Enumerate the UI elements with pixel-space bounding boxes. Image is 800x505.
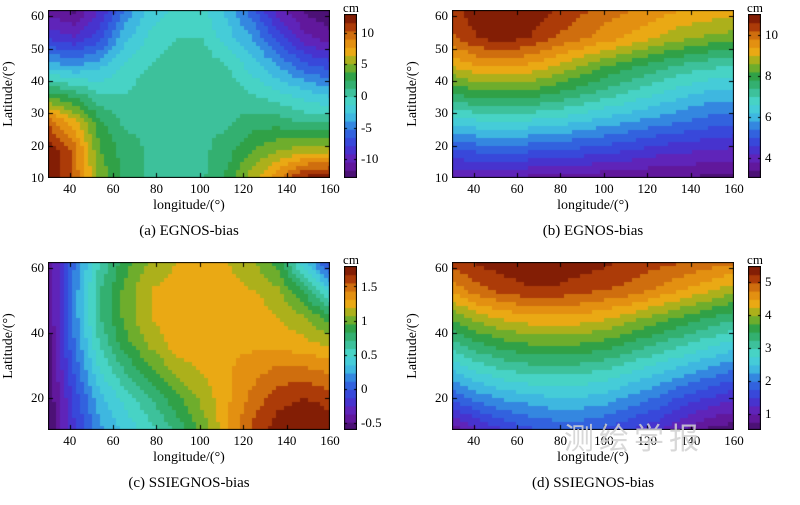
- colorbar-tick-label: 1: [765, 405, 772, 421]
- y-tick-label: 40: [435, 73, 448, 89]
- subplot-c: Latitude/(°) 20 40 60 40 60 80 100 120 140 160 l…: [0, 252, 396, 504]
- watermark: 测绘学报: [564, 423, 704, 456]
- x-tick-label: 60: [510, 181, 524, 196]
- x-axis-label: longitude/(°): [557, 198, 629, 213]
- y-tick-label: 60: [435, 8, 448, 24]
- y-tick-label: 40: [435, 325, 448, 341]
- x-tick-label: 60: [510, 433, 524, 448]
- colorbar-unit-label: cm: [747, 0, 763, 15]
- x-axis-label: longitude/(°): [153, 198, 225, 213]
- contour-plot-c: [48, 262, 330, 430]
- y-tick-label: 30: [31, 105, 44, 121]
- x-tick-label: 40: [63, 181, 77, 196]
- y-tick-label: 10: [31, 170, 44, 185]
- subplot-b: Latitude/(°) 10 20 30 40 50 60 40 60 80 100 120 14…: [404, 0, 800, 252]
- colorbar-tick-label: 0: [361, 381, 368, 396]
- colorbar-unit-label: cm: [343, 252, 359, 267]
- colorbar-tick-label: -0.5: [361, 415, 382, 431]
- x-tick-label: 100: [594, 433, 614, 448]
- x-axis-label: longitude/(°): [557, 450, 629, 465]
- y-tick-label: 50: [31, 40, 44, 56]
- subplot-caption: (a) EGNOS-bias: [139, 223, 239, 239]
- contour-plot-a: [48, 10, 330, 178]
- colorbar-tick-label: 4: [765, 307, 772, 323]
- colorbar-tick-label: -10: [361, 151, 379, 167]
- x-tick-label: 160: [724, 433, 744, 448]
- x-tick-label: 100: [594, 181, 614, 196]
- y-tick-label: 10: [435, 170, 448, 185]
- contour-plot-d: [452, 262, 734, 430]
- x-tick-label: 120: [637, 433, 657, 448]
- colorbar-tick-label: 8: [765, 67, 772, 83]
- y-tick-label: 40: [31, 73, 44, 89]
- colorbar-tick-label: 10: [361, 24, 374, 40]
- x-tick-label: 120: [637, 181, 657, 196]
- subplot-caption: (c) SSIEGNOS-bias: [128, 475, 250, 491]
- y-tick-label: 40: [31, 325, 44, 341]
- colorbar-tick-label: 4: [765, 149, 772, 165]
- x-tick-label: 140: [680, 181, 701, 196]
- colorbar-d: [748, 266, 761, 430]
- colorbar-unit-label: cm: [343, 0, 359, 15]
- subplot-a: Latitude/(°) 10 20 30 40 50 60 40 60 80 100 120 14…: [0, 0, 396, 252]
- colorbar-tick-label: 0.5: [361, 346, 378, 362]
- y-tick-label: 20: [435, 137, 448, 153]
- colorbar-tick-label: 1.5: [361, 278, 378, 294]
- x-tick-label: 120: [233, 433, 253, 448]
- subplot-d: Latitude/(°) 20 40 60 40 60 80 100 120 140 160 l…: [404, 252, 800, 504]
- colorbar-unit-label: cm: [747, 252, 763, 267]
- x-tick-label: 100: [190, 433, 210, 448]
- y-tick-label: 60: [31, 260, 44, 276]
- x-tick-label: 80: [553, 181, 567, 196]
- x-tick-label: 40: [467, 433, 481, 448]
- colorbar-tick-label: 5: [765, 274, 772, 290]
- x-tick-label: 160: [320, 433, 340, 448]
- x-tick-label: 100: [190, 181, 210, 196]
- colorbar-tick-label: 0: [361, 88, 368, 103]
- y-tick-label: 30: [435, 105, 448, 121]
- y-tick-label: 60: [31, 8, 44, 24]
- x-tick-label: 40: [467, 181, 481, 196]
- x-tick-label: 160: [320, 181, 340, 196]
- colorbar-c: [344, 266, 357, 430]
- x-tick-label: 140: [276, 181, 297, 196]
- subplot-caption: (b) EGNOS-bias: [542, 223, 644, 239]
- x-tick-label: 80: [149, 433, 163, 448]
- y-tick-label: 60: [435, 260, 448, 276]
- colorbar-tick-label: 1: [361, 312, 368, 328]
- x-tick-label: 40: [63, 433, 77, 448]
- colorbar-tick-label: 3: [765, 340, 772, 355]
- colorbar-tick-label: 2: [765, 372, 772, 388]
- x-tick-label: 140: [680, 433, 701, 448]
- colorbar-tick-label: -5: [361, 119, 372, 135]
- x-tick-label: 120: [233, 181, 253, 196]
- colorbar-tick-label: 5: [361, 56, 368, 72]
- x-tick-label: 80: [553, 433, 567, 448]
- x-tick-label: 60: [106, 433, 120, 448]
- contour-plot-b: [452, 10, 734, 178]
- y-tick-label: 20: [435, 389, 448, 405]
- colorbar-tick-label: 6: [765, 108, 772, 124]
- colorbar-tick-label: 10: [765, 26, 778, 42]
- x-tick-label: 60: [106, 181, 120, 196]
- subplot-caption: (d) SSIEGNOS-bias: [531, 475, 655, 491]
- x-tick-label: 160: [724, 181, 744, 196]
- y-tick-label: 50: [435, 40, 448, 56]
- y-tick-label: 20: [31, 389, 44, 405]
- colorbar-b: [748, 14, 761, 178]
- x-tick-label: 140: [276, 433, 297, 448]
- x-tick-label: 80: [149, 181, 163, 196]
- colorbar-a: [344, 14, 357, 178]
- y-tick-label: 20: [31, 137, 44, 153]
- x-axis-label: longitude/(°): [153, 450, 225, 465]
